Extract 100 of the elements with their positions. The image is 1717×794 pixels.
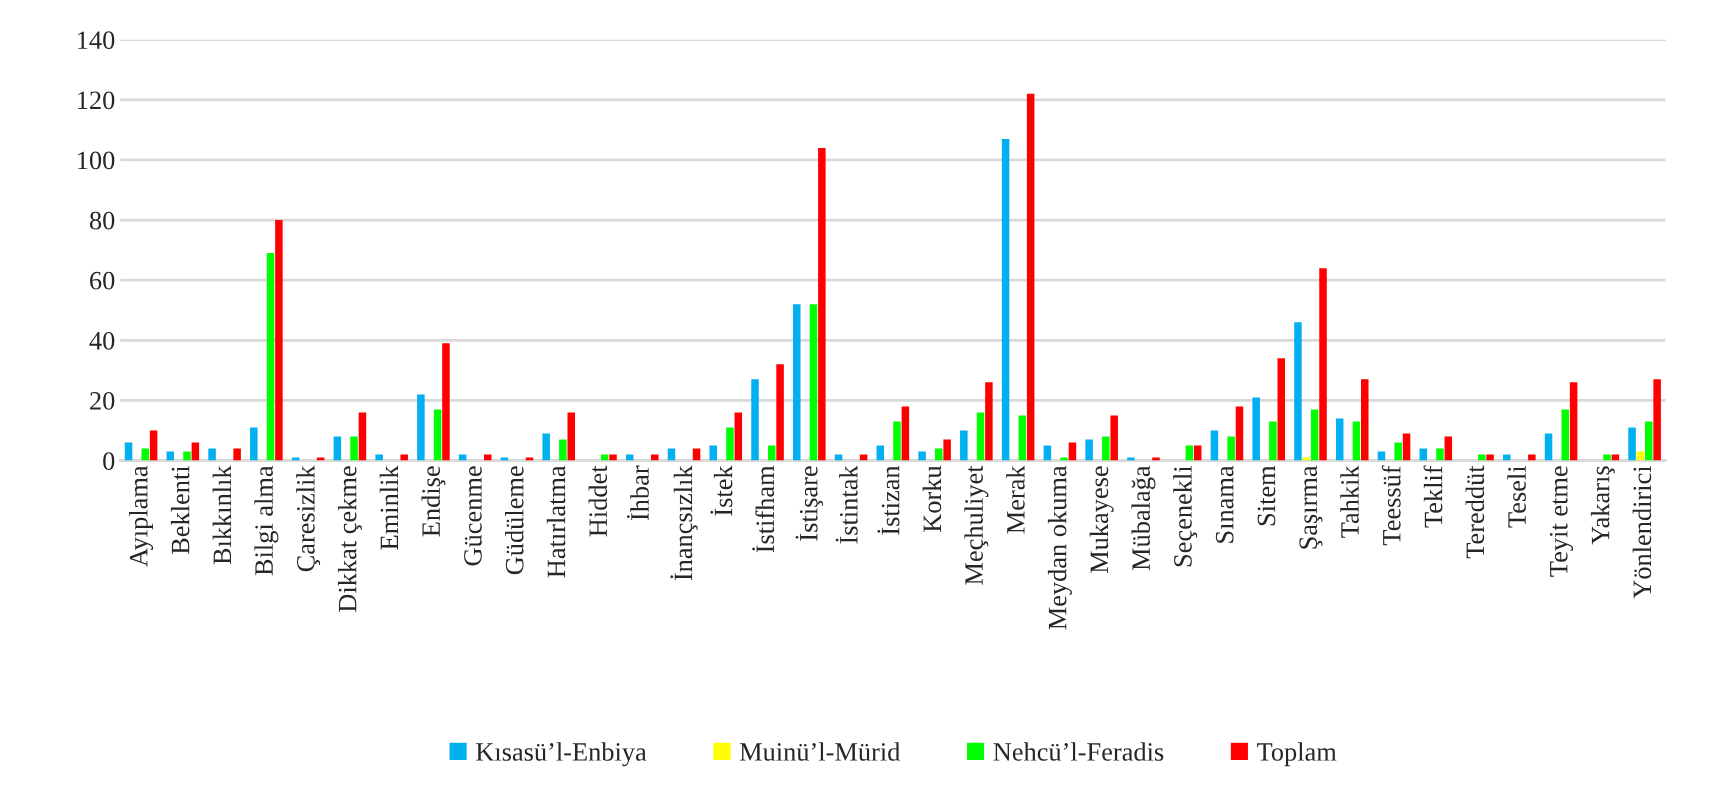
bar [542,433,550,461]
bar [818,147,826,461]
bar [776,364,784,461]
x-tick-label: Meçhuliyet [964,465,989,585]
x-tick-label: Gücenme [464,466,482,566]
bar [1227,436,1235,461]
bar [793,304,801,461]
bar [935,448,943,461]
x-tick-label: Mübalağa [1131,465,1156,571]
y-tick-label: 120 [78,91,115,110]
x-tick-label: Beklenti [170,465,190,555]
bar [1419,448,1428,461]
bar [893,421,901,461]
bar [1645,421,1653,461]
bar [1569,382,1578,461]
bar [1628,427,1636,461]
x-tick-label: İstişare [795,466,823,541]
bar [1185,445,1194,461]
bar [918,451,926,461]
x-tick-label: Bıkkınlık [212,465,232,565]
x-tick-label: İstek [710,465,733,516]
bar [141,448,150,461]
bar [1361,379,1369,461]
bar [1269,421,1277,461]
bar [809,304,818,461]
bar [1210,430,1219,461]
bar [692,448,701,461]
bar [1544,433,1553,461]
x-tick-label: Çaresizlik [296,465,321,572]
x-tick-label: Dikkat çekme [337,466,362,612]
y-tick-label: 80 [89,211,115,230]
bar [191,442,200,461]
bar [726,427,734,461]
x-tick-label: Sitem [1257,465,1276,526]
x-tick-label: Hiddet [588,465,608,537]
bar [1335,418,1344,461]
bar [709,445,718,461]
bar [667,448,676,461]
bar [751,379,759,461]
bar [1319,268,1327,461]
bar [1068,442,1077,461]
x-tick-label: İnançsızlık [670,465,698,581]
x-tick-label: Bilgi alma [254,465,279,576]
y-tick-label: 100 [78,151,115,170]
bar [266,253,275,461]
y-tick-label: 20 [90,392,115,410]
bar [960,430,968,461]
x-tick-label: İstifham [752,465,775,553]
bar [1252,397,1260,461]
x-tick-label: Meydan okuma [1047,465,1072,630]
bar [233,448,241,461]
bar [275,220,283,461]
bar [1436,448,1444,461]
bar [1394,442,1402,461]
bar [1561,409,1570,461]
x-tick-label: Güdüleme [504,466,524,575]
x-tick-label: Tahkik [1340,465,1359,538]
bar [149,430,158,461]
x-tick-label: Yakarış [1590,466,1615,545]
x-tick-label: Seçenekli [1173,465,1198,567]
bar [358,412,367,461]
bar [1102,436,1110,461]
bar [943,439,951,461]
bar [1193,445,1202,461]
legend-label: Nehcü’l-Feradis [993,742,1164,761]
bar [901,406,910,461]
x-tick-label: Tereddüt [1465,465,1485,559]
legend-label: Toplam [1257,742,1337,767]
bar [183,451,191,461]
x-tick-label: Yönlendirici [1632,465,1652,599]
bar [1444,436,1453,461]
legend-label: Muinü’l-Mürid [739,742,901,761]
bar [1310,409,1319,461]
bar [734,412,743,461]
y-tick-label: 60 [90,271,115,290]
bar [1026,93,1035,461]
x-tick-label: Hatırlatma [546,465,566,578]
x-tick-label: İstizan [877,465,900,535]
bar [250,427,258,461]
bar [333,436,342,461]
x-tick-label: Teyit etme [1549,466,1574,577]
bar [1018,415,1027,461]
y-tick-label: 0 [103,452,115,470]
bar [350,436,358,461]
x-tick-label: Teessüf [1381,465,1401,546]
bar [208,448,216,461]
x-tick-label: Eminlik [379,465,399,550]
x-tick-label: Korku [922,465,942,533]
x-tick-label: İstintak [835,465,858,544]
x-tick-label: Şaşırma [1299,465,1323,549]
bar [567,412,576,461]
y-tick-label: 140 [78,31,115,50]
bar [1001,138,1010,461]
x-tick-label: Teklif [1423,465,1443,528]
bar [1235,406,1244,461]
y-tick-label: 40 [89,331,115,350]
bar [876,445,885,461]
bar [1277,358,1286,461]
bar [1653,379,1661,461]
bar [559,439,567,461]
